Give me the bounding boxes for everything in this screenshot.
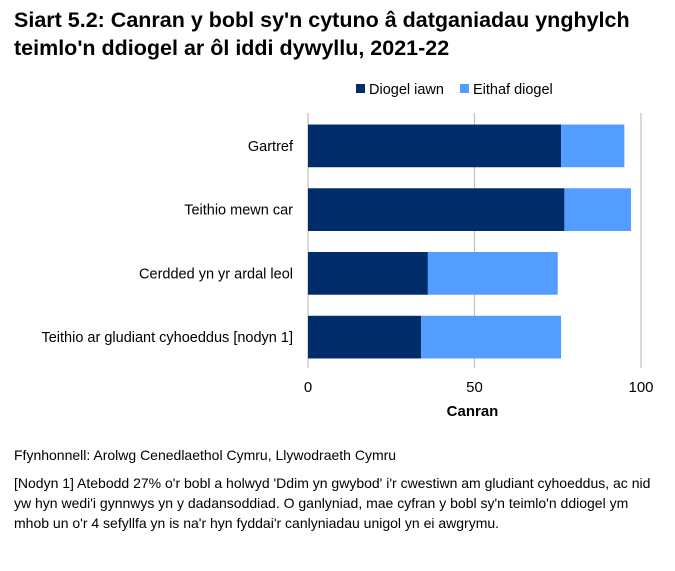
chart-title: Siart 5.2: Canran y bobl sy'n cytuno â d… (14, 8, 630, 60)
bar-diogel-iawn (308, 252, 428, 295)
bar-eithaf-diogel (564, 188, 632, 231)
bar-eithaf-diogel (421, 315, 562, 359)
category-label: Cerdded yn yr ardal leol (139, 266, 293, 282)
legend-label: Diogel iawn (369, 82, 444, 98)
chart: 0 50 100 Canran Gartref Teithio mewn car Cerdd… (41, 82, 653, 420)
x-tick-label: 100 (628, 379, 653, 396)
bar-eithaf-diogel (427, 252, 558, 295)
x-axis-label: Canran (447, 403, 499, 420)
legend-label: Eithaf diogel (473, 82, 553, 98)
source-text: Ffynhonnell: Arolwg Cenedlaethol Cymru, … (14, 447, 397, 463)
x-tick-label: 50 (466, 379, 483, 396)
bar-diogel-iawn (308, 188, 565, 231)
bar-eithaf-diogel (561, 124, 625, 168)
bar-diogel-iawn (308, 124, 562, 168)
legend-swatch (459, 84, 469, 93)
category-label: Teithio mewn car (184, 203, 293, 219)
footnote-text: [Nodyn 1] Atebodd 27% o'r bobl a holwyd … (14, 475, 651, 531)
legend-swatch (356, 84, 365, 93)
category-label: Teithio ar gludiant cyhoeddus [nodyn 1] (41, 330, 293, 346)
x-tick-label: 0 (304, 379, 312, 396)
bar-diogel-iawn (308, 315, 422, 359)
category-label: Gartref (248, 139, 294, 155)
